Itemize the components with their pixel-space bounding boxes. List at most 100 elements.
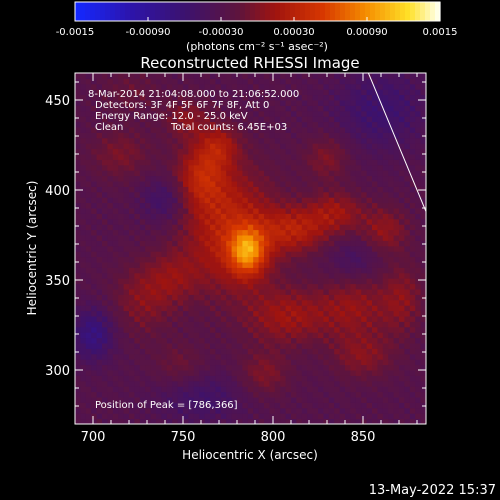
heatmap-cell (193, 310, 200, 317)
heatmap-cell (242, 127, 249, 133)
heatmap-cell (393, 191, 400, 198)
heatmap-cell (404, 283, 411, 290)
heatmap-cell (291, 181, 297, 187)
heatmap-cell (328, 121, 335, 128)
heatmap-cell (220, 105, 227, 112)
heatmap-cell (118, 148, 125, 155)
heatmap-cell (166, 337, 173, 344)
heatmap-cell (204, 175, 211, 182)
heatmap-cell (150, 191, 157, 198)
heatmap-cell (409, 197, 416, 204)
heatmap-cell (107, 240, 114, 247)
heatmap-cell (161, 229, 168, 236)
heatmap-cell (388, 391, 395, 398)
heatmap-cell (366, 245, 373, 252)
heatmap-cell (231, 348, 238, 355)
heatmap-cell (339, 283, 346, 290)
heatmap-cell (345, 272, 351, 279)
heatmap-cell (247, 272, 254, 279)
heatmap-cell (258, 299, 265, 306)
heatmap-cell (372, 343, 378, 349)
heatmap-cell (123, 170, 130, 177)
heatmap-cell (183, 326, 189, 333)
heatmap-cell (361, 283, 368, 290)
heatmap-cell (172, 154, 179, 160)
heatmap-cell (318, 386, 324, 393)
heatmap-cell (118, 127, 125, 133)
heatmap-cell (237, 418, 243, 424)
heatmap-cell (220, 110, 227, 117)
heatmap-cell (123, 294, 130, 301)
heatmap-cell (172, 294, 179, 301)
heatmap-cell (285, 359, 292, 366)
heatmap-cell (112, 402, 119, 409)
heatmap-cell (123, 262, 130, 268)
heatmap-cell (323, 397, 330, 403)
heatmap-cell (307, 380, 314, 387)
heatmap-cell (145, 375, 152, 382)
heatmap-cell (334, 272, 341, 279)
heatmap-cell (399, 73, 405, 79)
heatmap-cell (404, 170, 411, 177)
annotation-total-counts: Total counts: 6.45E+03 (170, 122, 287, 133)
heatmap-cell (274, 413, 281, 420)
heatmap-cell (193, 181, 200, 187)
heatmap-cell (409, 78, 416, 85)
heatmap-cell (215, 359, 222, 366)
heatmap-cell (237, 121, 243, 128)
heatmap-cell (231, 326, 238, 333)
heatmap-cell (145, 170, 152, 177)
heatmap-cell (134, 278, 141, 285)
heatmap-cell (177, 267, 184, 274)
heatmap-cell (318, 332, 324, 339)
heatmap-cell (409, 121, 416, 128)
heatmap-cell (215, 316, 222, 322)
heatmap-cell (215, 137, 222, 144)
heatmap-cell (242, 181, 249, 187)
heatmap-cell (323, 348, 330, 355)
heatmap-cell (307, 235, 314, 241)
heatmap-cell (215, 100, 222, 106)
heatmap-cell (318, 407, 324, 414)
heatmap-cell (334, 202, 341, 209)
heatmap-cell (204, 278, 211, 285)
heatmap-cell (372, 132, 378, 139)
heatmap-cell (269, 89, 276, 96)
heatmap-cell (285, 197, 292, 204)
heatmap-cell (123, 100, 130, 106)
heatmap-cell (215, 310, 222, 317)
heatmap-cell (150, 89, 157, 96)
heatmap-cell (156, 202, 162, 209)
heatmap-cell (285, 262, 292, 268)
heatmap-cell (177, 332, 184, 339)
heatmap-cell (291, 262, 297, 268)
heatmap-cell (129, 240, 135, 247)
heatmap-cell (345, 164, 351, 171)
heatmap-cell (80, 337, 87, 344)
heatmap-cell (388, 310, 395, 317)
heatmap-cell (291, 143, 297, 150)
heatmap-cell (420, 121, 426, 128)
heatmap-cell (91, 321, 98, 328)
heatmap-cell (204, 154, 211, 160)
heatmap-cell (274, 143, 281, 150)
heatmap-cell (112, 316, 119, 322)
heatmap-cell (183, 100, 189, 106)
heatmap-cell (399, 159, 405, 166)
heatmap-cell (188, 278, 195, 285)
heatmap-cell (172, 310, 179, 317)
heatmap-cell (156, 267, 162, 274)
heatmap-cell (328, 159, 335, 166)
heatmap-cell (210, 164, 216, 171)
heatmap-cell (129, 402, 135, 409)
heatmap-cell (253, 337, 260, 344)
heatmap-cell (177, 116, 184, 123)
heatmap-cell (409, 272, 416, 279)
heatmap-cell (264, 348, 270, 355)
heatmap-cell (274, 132, 281, 139)
heatmap-cell (150, 283, 157, 290)
heatmap-cell (355, 353, 362, 360)
heatmap-cell (107, 116, 114, 123)
heatmap-cell (220, 348, 227, 355)
heatmap-cell (393, 181, 400, 187)
